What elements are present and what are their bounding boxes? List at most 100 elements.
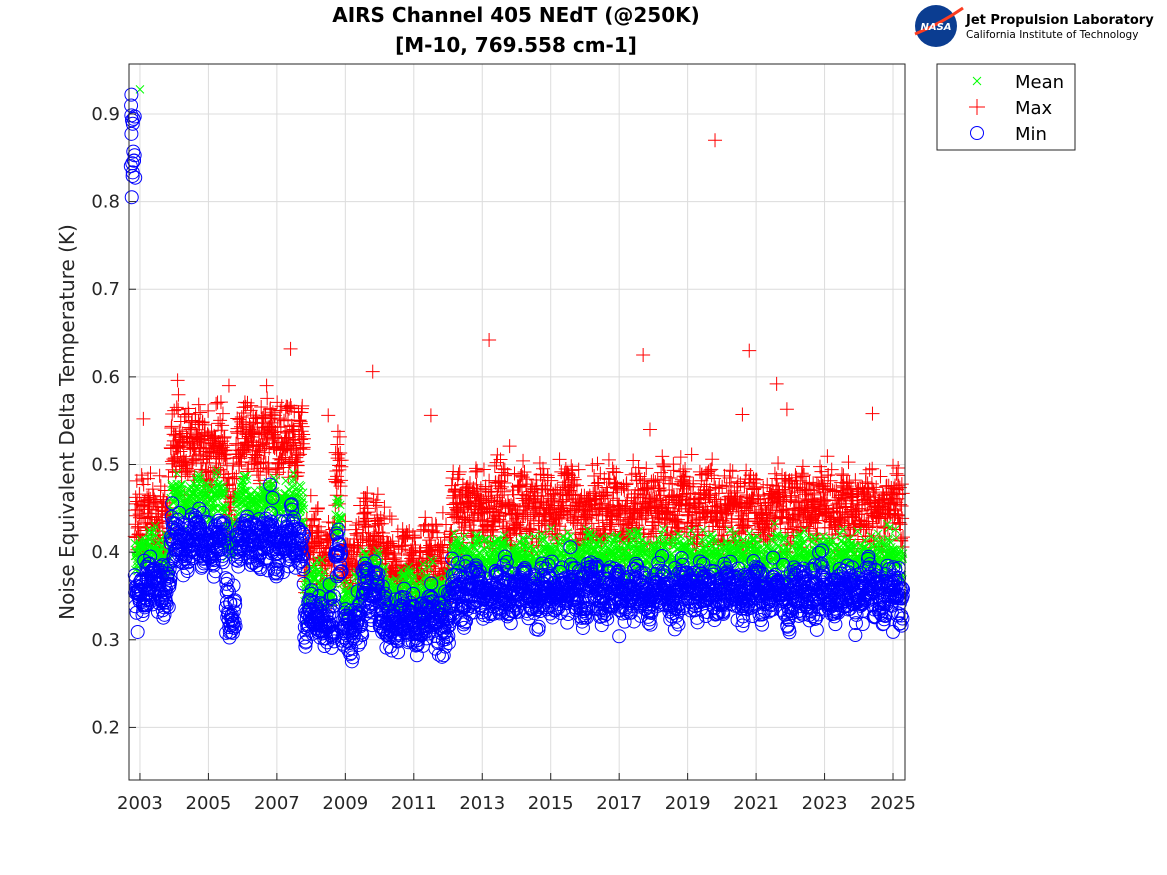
max-point <box>296 431 311 446</box>
max-point <box>173 432 188 447</box>
max-point <box>195 415 210 430</box>
max-point <box>742 343 757 358</box>
max-point <box>215 418 230 433</box>
max-point <box>152 468 167 483</box>
max-point <box>385 534 400 549</box>
max-point <box>140 471 155 486</box>
max-point <box>605 461 620 476</box>
max-point <box>723 463 738 478</box>
mean-point <box>298 488 308 497</box>
max-point <box>405 537 420 552</box>
max-point <box>468 461 483 476</box>
max-point <box>272 451 287 466</box>
max-point <box>735 407 750 422</box>
max-point <box>197 425 212 440</box>
max-point <box>708 133 723 148</box>
max-point <box>167 451 182 466</box>
max-point <box>387 547 402 562</box>
max-point <box>143 466 158 481</box>
max-point <box>333 445 348 460</box>
max-point <box>701 464 716 479</box>
max-point <box>310 501 325 516</box>
max-point <box>283 398 298 413</box>
max-point <box>353 535 368 550</box>
max-point <box>373 510 388 525</box>
max-point <box>631 460 646 475</box>
max-point <box>360 511 375 526</box>
y-axis-label: Noise Equivalent Delta Temperature (K) <box>55 224 79 620</box>
max-point <box>249 464 264 479</box>
max-point <box>251 468 266 483</box>
max-point <box>636 347 651 362</box>
max-point <box>307 512 322 527</box>
max-point <box>211 416 226 431</box>
max-point <box>795 459 810 474</box>
max-point <box>215 406 230 421</box>
max-point <box>820 449 835 464</box>
max-point <box>532 456 547 471</box>
max-point <box>174 469 189 484</box>
max-point <box>213 436 228 451</box>
max-point <box>609 465 624 480</box>
max-point <box>334 473 349 488</box>
max-point <box>227 471 242 486</box>
max-point <box>369 495 384 510</box>
max-point <box>353 498 368 513</box>
chart-title: AIRS Channel 405 NEdT (@250K) <box>332 3 700 27</box>
max-point <box>134 497 149 512</box>
max-point <box>260 391 275 406</box>
max-point <box>246 408 261 423</box>
max-point <box>368 498 383 513</box>
max-point <box>193 405 208 420</box>
max-point <box>136 411 151 426</box>
max-point <box>657 459 672 474</box>
max-point <box>331 447 346 462</box>
max-point <box>244 430 259 445</box>
max-point <box>180 467 195 482</box>
max-point <box>164 419 179 434</box>
max-point <box>497 475 512 490</box>
max-point <box>673 450 688 465</box>
max-point <box>170 373 185 388</box>
max-point <box>201 403 216 418</box>
max-point <box>253 461 268 476</box>
max-point <box>691 522 706 537</box>
max-point <box>487 458 502 473</box>
max-point <box>330 437 345 452</box>
max-point <box>246 415 261 430</box>
max-point <box>351 538 366 553</box>
max-point <box>407 530 422 545</box>
max-point <box>257 409 272 424</box>
max-point <box>334 453 349 468</box>
max-point <box>405 528 420 543</box>
max-point <box>132 487 147 502</box>
max-point <box>332 429 347 444</box>
max-point <box>865 406 880 421</box>
max-point <box>191 414 206 429</box>
max-point <box>873 469 888 484</box>
max-point <box>482 333 497 348</box>
max-point <box>321 408 336 423</box>
max-point <box>293 416 308 431</box>
max-point <box>281 412 295 427</box>
max-point <box>350 528 365 543</box>
max-point <box>255 410 270 425</box>
max-point <box>254 400 269 415</box>
max-point <box>232 457 247 472</box>
max-point <box>771 456 786 471</box>
max-point <box>769 376 784 391</box>
max-point <box>174 428 189 443</box>
max-point <box>217 431 232 446</box>
max-point <box>330 469 345 484</box>
max-point <box>304 513 319 528</box>
max-point <box>779 402 794 417</box>
max-point <box>247 457 262 472</box>
max-point <box>417 519 432 534</box>
max-point <box>145 482 160 497</box>
max-point <box>171 402 186 417</box>
max-point <box>219 458 234 473</box>
max-point <box>213 395 228 410</box>
max-point <box>173 444 188 459</box>
max-point <box>306 511 321 526</box>
max-point <box>283 341 298 356</box>
